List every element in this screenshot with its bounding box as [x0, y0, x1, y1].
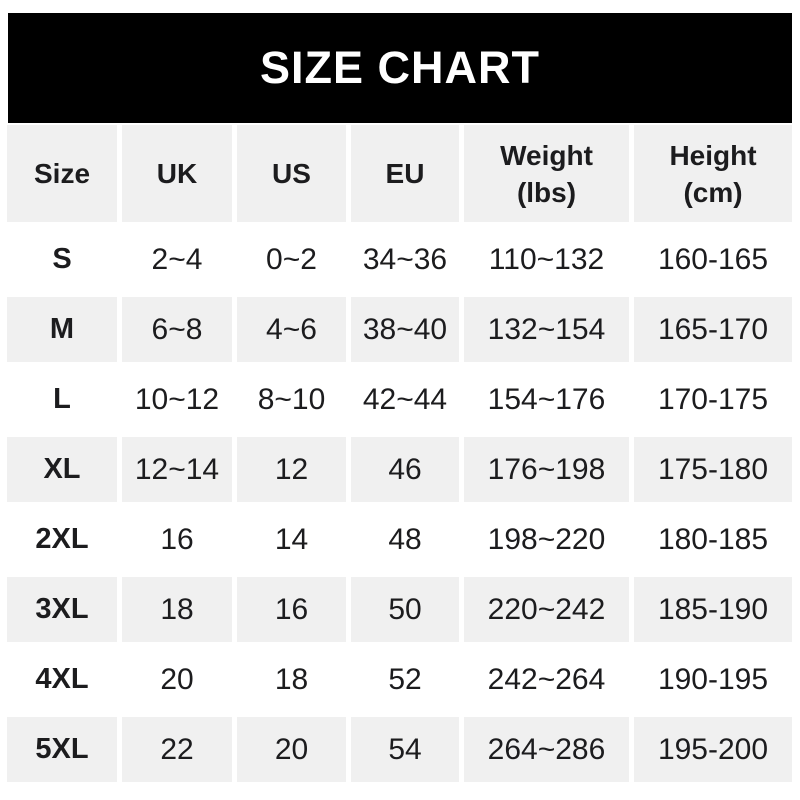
- table-row-5xl: 5XL 22 20 54 264~286 195-200: [7, 717, 792, 782]
- cell-uk: 2~4: [122, 227, 232, 292]
- cell-height: 190-195: [634, 647, 792, 712]
- cell-us: 16: [237, 577, 346, 642]
- cell-us: 18: [237, 647, 346, 712]
- column-header-label: US: [272, 158, 311, 189]
- cell-weight: 154~176: [464, 367, 629, 432]
- cell-size: 2XL: [7, 507, 117, 572]
- column-header-sublabel: (cm): [683, 176, 743, 208]
- cell-us: 12: [237, 437, 346, 502]
- cell-weight: 132~154: [464, 297, 629, 362]
- column-header-weight: Weight (lbs): [464, 125, 629, 222]
- cell-height: 170-175: [634, 367, 792, 432]
- cell-eu: 54: [351, 717, 459, 782]
- column-header-size: Size: [7, 125, 117, 222]
- cell-uk: 20: [122, 647, 232, 712]
- cell-weight: 198~220: [464, 507, 629, 572]
- cell-weight: 264~286: [464, 717, 629, 782]
- cell-eu: 34~36: [351, 227, 459, 292]
- cell-size: 4XL: [7, 647, 117, 712]
- cell-uk: 10~12: [122, 367, 232, 432]
- cell-size: L: [7, 367, 117, 432]
- cell-weight: 242~264: [464, 647, 629, 712]
- cell-uk: 6~8: [122, 297, 232, 362]
- size-chart-table: Size UK US EU Weight (lbs): [2, 120, 797, 787]
- cell-uk: 22: [122, 717, 232, 782]
- column-header-label: UK: [156, 158, 198, 189]
- cell-size: 3XL: [7, 577, 117, 642]
- table-row-3xl: 3XL 18 16 50 220~242 185-190: [7, 577, 792, 642]
- cell-eu: 38~40: [351, 297, 459, 362]
- cell-weight: 176~198: [464, 437, 629, 502]
- cell-size: 5XL: [7, 717, 117, 782]
- table-header-row: Size UK US EU Weight (lbs): [7, 125, 792, 222]
- cell-weight: 110~132: [464, 227, 629, 292]
- table-row-m: M 6~8 4~6 38~40 132~154 165-170: [7, 297, 792, 362]
- cell-uk: 18: [122, 577, 232, 642]
- cell-eu: 52: [351, 647, 459, 712]
- column-header-height: Height (cm): [634, 125, 792, 222]
- cell-eu: 48: [351, 507, 459, 572]
- size-chart-banner: SIZE CHART: [8, 13, 792, 123]
- table-row-s: S 2~4 0~2 34~36 110~132 160-165: [7, 227, 792, 292]
- cell-height: 165-170: [634, 297, 792, 362]
- table-row-2xl: 2XL 16 14 48 198~220 180-185: [7, 507, 792, 572]
- cell-size: XL: [7, 437, 117, 502]
- column-header-label: Height: [669, 139, 757, 171]
- cell-weight: 220~242: [464, 577, 629, 642]
- cell-size: S: [7, 227, 117, 292]
- cell-height: 175-180: [634, 437, 792, 502]
- table-row-xl: XL 12~14 12 46 176~198 175-180: [7, 437, 792, 502]
- cell-height: 160-165: [634, 227, 792, 292]
- column-header-uk: UK: [122, 125, 232, 222]
- table-row-l: L 10~12 8~10 42~44 154~176 170-175: [7, 367, 792, 432]
- table-row-4xl: 4XL 20 18 52 242~264 190-195: [7, 647, 792, 712]
- cell-height: 180-185: [634, 507, 792, 572]
- column-header-sublabel: (lbs): [516, 176, 577, 208]
- column-header-eu: EU: [351, 125, 459, 222]
- cell-us: 20: [237, 717, 346, 782]
- cell-eu: 46: [351, 437, 459, 502]
- cell-us: 8~10: [237, 367, 346, 432]
- page-title: SIZE CHART: [260, 42, 540, 93]
- cell-us: 14: [237, 507, 346, 572]
- cell-height: 195-200: [634, 717, 792, 782]
- cell-us: 0~2: [237, 227, 346, 292]
- cell-uk: 16: [122, 507, 232, 572]
- cell-uk: 12~14: [122, 437, 232, 502]
- cell-size: M: [7, 297, 117, 362]
- column-header-label: EU: [385, 158, 425, 189]
- cell-height: 185-190: [634, 577, 792, 642]
- column-header-label: Size: [33, 158, 91, 189]
- column-header-us: US: [237, 125, 346, 222]
- cell-eu: 42~44: [351, 367, 459, 432]
- cell-us: 4~6: [237, 297, 346, 362]
- cell-eu: 50: [351, 577, 459, 642]
- column-header-label: Weight: [500, 139, 593, 171]
